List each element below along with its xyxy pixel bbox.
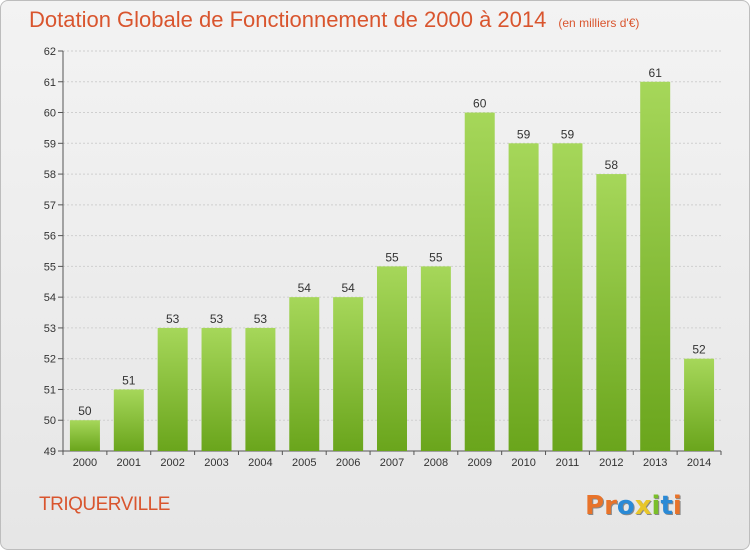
x-tick-label: 2000 [73, 457, 97, 469]
logo-letter: i [651, 491, 661, 521]
x-tick-label: 2002 [160, 457, 184, 469]
data-label: 50 [78, 404, 92, 418]
data-label: 54 [341, 281, 355, 295]
x-tick-label: 2014 [687, 457, 711, 469]
data-label: 55 [429, 250, 443, 264]
x-tick-label: 2010 [511, 457, 535, 469]
y-tick-label: 57 [44, 200, 56, 212]
bar [69, 420, 100, 451]
x-tick-label: 2006 [336, 457, 360, 469]
bar [377, 266, 407, 451]
data-label: 59 [561, 127, 575, 141]
logo-letter: t [660, 491, 673, 521]
bar [289, 297, 320, 451]
x-tick-label: 2001 [117, 457, 141, 469]
data-label: 51 [122, 373, 136, 387]
x-tick-label: 2012 [599, 457, 623, 469]
chart-title: Dotation Globale de Fonctionnement de 20… [29, 7, 639, 33]
bar [157, 327, 188, 451]
bar [552, 143, 583, 452]
x-tick-label: 2013 [643, 457, 667, 469]
y-tick-label: 55 [44, 261, 56, 273]
data-label: 53 [166, 312, 180, 326]
y-tick-label: 49 [44, 446, 56, 458]
bar [508, 143, 539, 452]
data-label: 60 [473, 97, 487, 111]
bar [333, 297, 364, 451]
bar [113, 389, 144, 451]
y-tick-label: 52 [44, 354, 56, 366]
bar [640, 81, 671, 452]
y-tick-label: 62 [44, 46, 56, 58]
bar [684, 358, 715, 451]
x-tick-label: 2005 [292, 457, 316, 469]
data-label: 54 [298, 281, 312, 295]
tick-labels: 49 50 51 52 53 54 55 56 57 58 59 60 61 62 2000 2001 2002… [44, 46, 712, 469]
y-tick-label: 59 [44, 138, 56, 150]
data-label: 52 [692, 343, 706, 357]
bar [245, 327, 276, 451]
bar [596, 174, 627, 452]
y-tick-label: 61 [44, 77, 56, 89]
data-label: 61 [649, 66, 663, 80]
data-label: 53 [254, 312, 268, 326]
data-label: 53 [210, 312, 224, 326]
data-labels: 50 51 53 53 53 54 54 55 55 60 59 59 58 61 52 [78, 66, 706, 418]
y-tick-label: 53 [44, 323, 56, 335]
y-tick-label: 54 [44, 292, 56, 304]
logo-letter: i [672, 491, 682, 521]
y-tick-label: 58 [44, 169, 56, 181]
y-tick-label: 50 [44, 415, 56, 427]
chart-unit: (en milliers d'€) [558, 16, 640, 30]
y-tick-label: 60 [44, 108, 56, 120]
bar [420, 266, 451, 451]
y-tick-label: 51 [44, 384, 56, 396]
logo-letter: r [604, 491, 617, 521]
data-label: 55 [385, 250, 399, 264]
bar [464, 112, 495, 452]
logo-letter: P [585, 491, 605, 521]
proxiti-logo: Proxiti [585, 491, 682, 521]
x-tick-label: 2007 [380, 457, 404, 469]
x-tick-label: 2011 [556, 457, 580, 469]
logo-letter: x [634, 491, 652, 521]
x-tick-label: 2003 [204, 457, 228, 469]
y-tick-label: 56 [44, 231, 56, 243]
data-label: 59 [517, 127, 531, 141]
x-tick-label: 2004 [248, 457, 272, 469]
logo-letter: o [616, 491, 635, 521]
data-label: 58 [605, 158, 619, 172]
x-tick-label: 2008 [424, 457, 448, 469]
x-tick-label: 2009 [467, 457, 491, 469]
bars [69, 81, 715, 452]
bar [201, 327, 232, 451]
chart-title-text: Dotation Globale de Fonctionnement de 20… [29, 7, 547, 32]
commune-name: TRIQUERVILLE [39, 494, 170, 515]
